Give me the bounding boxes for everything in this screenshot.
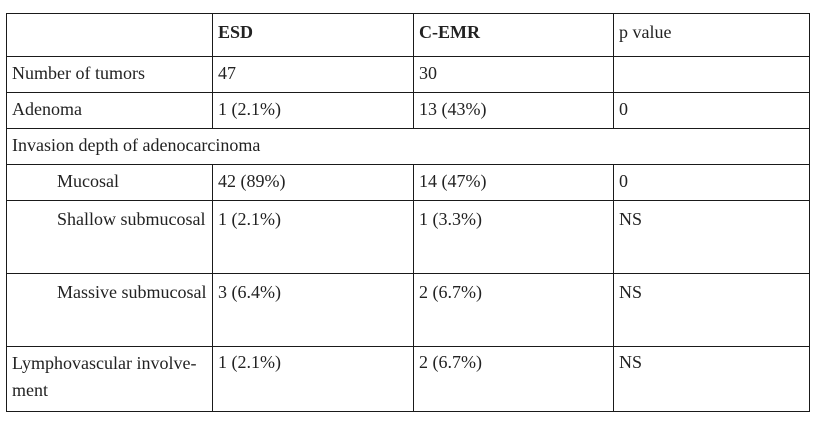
table-row: Shallow submucosal 1 (2.1%) 1 (3.3%) NS — [6, 200, 810, 274]
comparison-table: ESD C-EMR p value Number of tumors 47 30… — [6, 13, 810, 412]
header-cell-empty — [6, 13, 213, 57]
row-label: Mucosal — [6, 164, 213, 201]
table-row: Adenoma 1 (2.1%) 13 (43%) 0 — [6, 92, 810, 129]
p-value: 0 — [613, 92, 810, 129]
cemr-value: 1 (3.3%) — [413, 200, 614, 274]
row-label: Massive submucosal — [6, 273, 213, 347]
row-label: Adenoma — [6, 92, 213, 129]
cemr-value: 14 (47%) — [413, 164, 614, 201]
header-row: ESD C-EMR p value — [6, 13, 810, 57]
header-cell-cemr: C-EMR — [413, 13, 614, 57]
header-cell-p-value: p value — [613, 13, 810, 57]
row-label: Shallow submucosal — [6, 200, 213, 274]
section-row: Invasion depth of adenocarcinoma — [6, 128, 810, 165]
p-value: NS — [613, 273, 810, 347]
table-row: Number of tumors 47 30 — [6, 56, 810, 93]
cemr-value: 2 (6.7%) — [413, 273, 614, 347]
esd-value: 42 (89%) — [212, 164, 414, 201]
table-row: Lymphovascular involve-ment 1 (2.1%) 2 (… — [6, 346, 810, 412]
header-cell-esd: ESD — [212, 13, 414, 57]
esd-value: 1 (2.1%) — [212, 92, 414, 129]
cemr-value: 13 (43%) — [413, 92, 614, 129]
section-label: Invasion depth of adenocarcinoma — [6, 128, 810, 165]
esd-value: 1 (2.1%) — [212, 200, 414, 274]
p-value: NS — [613, 200, 810, 274]
table-row: Massive submucosal 3 (6.4%) 2 (6.7%) NS — [6, 273, 810, 347]
table-row: Mucosal 42 (89%) 14 (47%) 0 — [6, 164, 810, 201]
p-value — [613, 56, 810, 93]
row-label: Lymphovascular involve-ment — [6, 346, 213, 412]
esd-value: 1 (2.1%) — [212, 346, 414, 412]
esd-value: 3 (6.4%) — [212, 273, 414, 347]
p-value: 0 — [613, 164, 810, 201]
esd-value: 47 — [212, 56, 414, 93]
row-label: Number of tumors — [6, 56, 213, 93]
cemr-value: 30 — [413, 56, 614, 93]
cemr-value: 2 (6.7%) — [413, 346, 614, 412]
p-value: NS — [613, 346, 810, 412]
